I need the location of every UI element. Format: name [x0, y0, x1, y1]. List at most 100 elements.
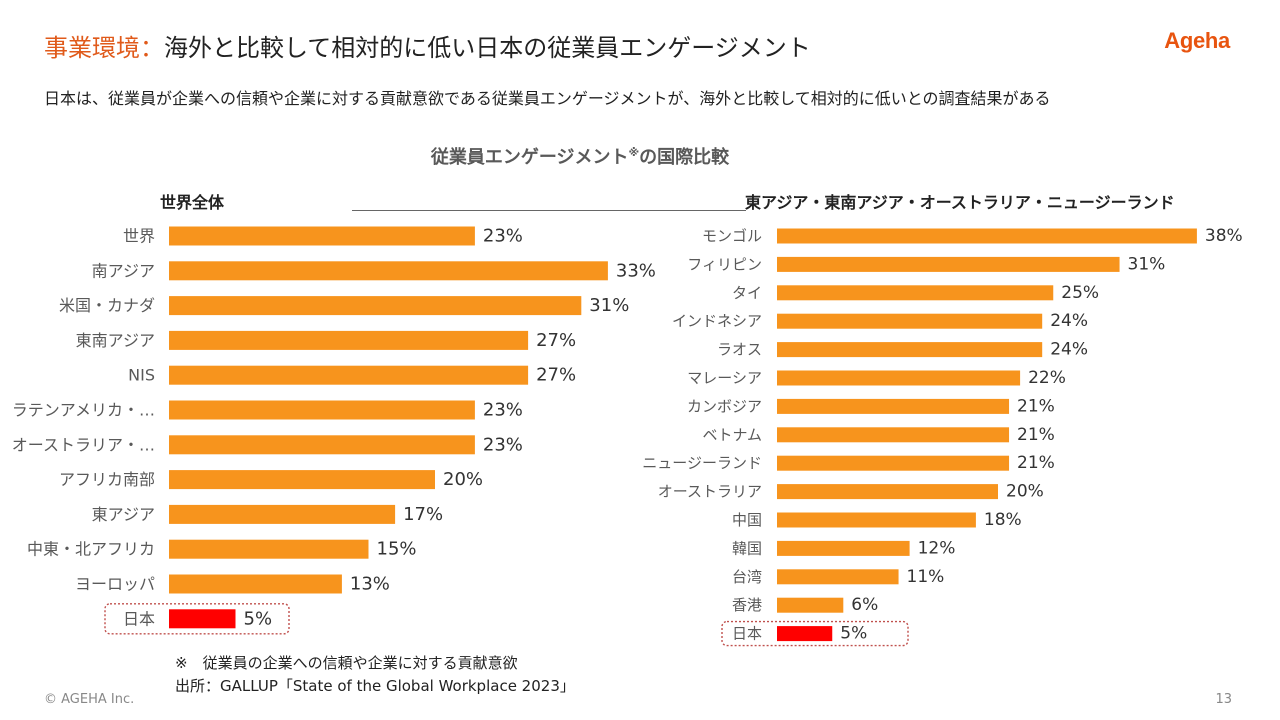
right-value-label: 5%: [840, 624, 867, 644]
right-bar: [777, 256, 1120, 272]
left-category-label: 米国・カナダ: [59, 296, 155, 315]
right-bar: [777, 370, 1021, 386]
right-category-label: カンボジア: [687, 397, 762, 415]
left-category-label: NIS: [128, 366, 155, 385]
ageha-logo: Ageha: [1164, 28, 1230, 53]
left-bar: [169, 539, 369, 559]
right-bar: [777, 285, 1054, 301]
right-bar: [777, 484, 998, 500]
left-chart-title: 世界全体: [160, 193, 225, 212]
title-main: 海外と比較して相対的に低い日本の従業員エンゲージメント: [164, 34, 811, 62]
left-value-label: 31%: [589, 295, 629, 316]
left-category-label: 世界: [123, 227, 155, 246]
left-bar: [169, 261, 608, 281]
right-value-label: 25%: [1061, 283, 1099, 303]
right-bar: [777, 512, 976, 528]
right-category-label: フィリピン: [687, 255, 762, 273]
page-title: 事業環境：海外と比較して相対的に低い日本の従業員エンゲージメント: [44, 28, 811, 63]
right-value-label: 21%: [1017, 425, 1055, 445]
right-bar: [777, 427, 1010, 443]
chart-title: 従業員エンゲージメント※の国際比較: [0, 143, 1160, 169]
left-category-label: アフリカ南部: [59, 470, 155, 489]
right-bar: [777, 455, 1010, 471]
right-value-label: 31%: [1128, 254, 1166, 274]
right-value-label: 38%: [1205, 226, 1243, 246]
right-category-label: 日本: [732, 625, 762, 643]
left-category-label: オーストラリア・…: [12, 435, 155, 454]
chart-title-main: 従業員エンゲージメント: [430, 147, 629, 168]
right-value-label: 11%: [907, 567, 945, 587]
right-value-label: 12%: [918, 538, 956, 558]
left-bar: [169, 609, 236, 629]
left-value-label: 15%: [377, 539, 417, 560]
right-value-label: 6%: [851, 595, 878, 615]
title-divider: [352, 210, 746, 211]
right-category-label: モンゴル: [702, 227, 762, 245]
right-category-label: ラオス: [717, 341, 762, 359]
right-bar: [777, 398, 1010, 414]
right-category-label: 香港: [732, 596, 762, 614]
copyright: © AGEHA Inc.: [44, 692, 135, 707]
right-category-label: ベトナム: [702, 426, 762, 444]
left-value-label: 27%: [536, 365, 576, 386]
right-value-label: 21%: [1017, 396, 1055, 416]
left-highlight-box: [104, 603, 290, 635]
left-value-label: 20%: [443, 469, 483, 490]
title-accent: 事業環境：: [44, 34, 164, 62]
page-number: 13: [1215, 692, 1232, 707]
left-value-label: 5%: [244, 608, 273, 629]
left-bar: [169, 435, 475, 455]
chart-title-tail: の国際比較: [639, 147, 730, 168]
right-bar: [777, 313, 1043, 329]
right-bar: [777, 569, 899, 585]
left-category-label: 東南アジア: [76, 331, 155, 350]
right-category-label: 台湾: [732, 568, 762, 586]
right-bar: [777, 342, 1043, 358]
right-value-label: 20%: [1006, 482, 1044, 502]
right-value-label: 24%: [1050, 311, 1088, 331]
left-value-label: 27%: [536, 330, 576, 351]
right-value-label: 21%: [1017, 453, 1055, 473]
left-category-label: 日本: [123, 609, 155, 628]
left-value-label: 13%: [350, 574, 390, 595]
left-category-label: 南アジア: [92, 261, 155, 280]
left-bar: [169, 470, 435, 490]
right-category-label: 韓国: [732, 539, 762, 557]
left-bar: [169, 296, 582, 316]
right-highlight-box: [721, 620, 909, 647]
footnote: ※ 従業員の企業への信頼や企業に対する貢献意欲: [175, 654, 518, 672]
left-value-label: 23%: [483, 400, 523, 421]
right-bar: [777, 228, 1197, 244]
right-category-label: マレーシア: [687, 369, 762, 387]
left-bar: [169, 365, 529, 385]
right-chart-title: 東アジア・東南アジア・オーストラリア・ニュージーランド: [745, 193, 1175, 212]
left-value-label: 17%: [403, 504, 443, 525]
right-category-label: インドネシア: [672, 312, 762, 330]
right-bar: [777, 540, 910, 556]
left-category-label: ラテンアメリカ・…: [12, 401, 155, 420]
left-category-label: 東アジア: [92, 505, 155, 524]
left-value-label: 33%: [616, 260, 656, 281]
left-bar: [169, 574, 342, 594]
left-category-label: 中東・北アフリカ: [27, 540, 155, 559]
page-subtitle: 日本は、従業員が企業への信頼や企業に対する貢献意欲である従業員エンゲージメントが…: [44, 89, 1051, 108]
right-category-label: タイ: [732, 284, 762, 302]
left-value-label: 23%: [483, 434, 523, 455]
left-bar: [169, 330, 529, 350]
left-category-label: ヨーロッパ: [75, 575, 155, 594]
left-bar: [169, 400, 475, 420]
chart-title-mark: ※: [628, 146, 640, 159]
right-bar: [777, 597, 844, 613]
right-category-label: 中国: [732, 511, 762, 529]
right-value-label: 18%: [984, 510, 1022, 530]
left-value-label: 23%: [483, 226, 523, 247]
right-bar: [777, 626, 833, 642]
right-value-label: 22%: [1028, 368, 1066, 388]
left-bar: [169, 504, 396, 524]
right-category-label: ニュージーランド: [642, 454, 762, 472]
right-category-label: オーストラリア: [658, 483, 762, 501]
source-note: 出所：GALLUP「State of the Global Workplace …: [175, 677, 575, 695]
left-bar: [169, 226, 475, 246]
right-value-label: 24%: [1050, 340, 1088, 360]
